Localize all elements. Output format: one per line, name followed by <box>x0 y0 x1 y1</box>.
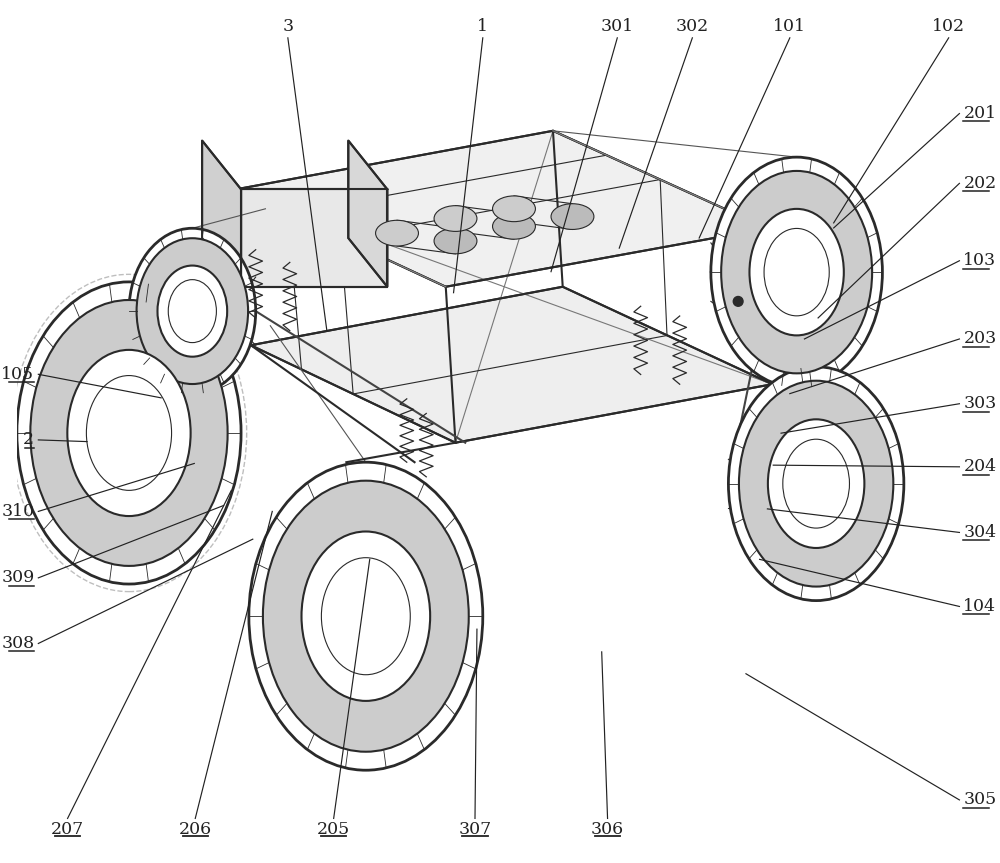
Ellipse shape <box>157 266 227 356</box>
Text: 104: 104 <box>963 598 996 615</box>
Text: 310: 310 <box>1 503 34 520</box>
Text: 301: 301 <box>601 18 634 35</box>
Text: 2: 2 <box>23 432 34 449</box>
Ellipse shape <box>551 204 594 230</box>
Ellipse shape <box>263 481 469 752</box>
Ellipse shape <box>434 228 477 254</box>
Ellipse shape <box>739 381 893 587</box>
Text: 103: 103 <box>963 252 996 269</box>
Text: 303: 303 <box>963 395 997 413</box>
Polygon shape <box>251 287 772 443</box>
Text: 204: 204 <box>963 458 996 476</box>
Ellipse shape <box>301 532 430 701</box>
Ellipse shape <box>321 557 410 675</box>
Text: 302: 302 <box>676 18 709 35</box>
Text: 207: 207 <box>51 822 84 838</box>
Text: 206: 206 <box>179 822 212 838</box>
Ellipse shape <box>493 213 535 239</box>
Ellipse shape <box>434 205 477 231</box>
Text: 309: 309 <box>1 570 34 586</box>
Ellipse shape <box>30 300 228 566</box>
Ellipse shape <box>728 367 904 601</box>
Text: 306: 306 <box>591 822 624 838</box>
Text: 305: 305 <box>963 791 997 809</box>
Polygon shape <box>236 131 767 287</box>
Polygon shape <box>348 141 387 287</box>
Text: 304: 304 <box>963 524 996 541</box>
Text: 201: 201 <box>963 105 996 122</box>
Ellipse shape <box>749 209 844 336</box>
Text: 1: 1 <box>477 18 488 35</box>
Ellipse shape <box>376 220 418 246</box>
Ellipse shape <box>249 463 483 770</box>
Circle shape <box>733 297 743 306</box>
Ellipse shape <box>764 229 829 316</box>
Text: 105: 105 <box>1 366 34 383</box>
Ellipse shape <box>17 282 241 584</box>
Ellipse shape <box>137 238 248 384</box>
Text: 102: 102 <box>932 18 965 35</box>
Ellipse shape <box>67 350 191 516</box>
Ellipse shape <box>721 171 872 374</box>
Polygon shape <box>241 189 387 287</box>
Text: 203: 203 <box>963 331 997 348</box>
Text: 202: 202 <box>963 175 997 192</box>
Text: 205: 205 <box>317 822 350 838</box>
Ellipse shape <box>86 375 172 490</box>
Text: 101: 101 <box>773 18 806 35</box>
Ellipse shape <box>711 157 882 387</box>
Ellipse shape <box>129 229 256 394</box>
Ellipse shape <box>168 280 216 343</box>
Text: 3: 3 <box>282 18 293 35</box>
Text: 308: 308 <box>1 635 34 652</box>
Text: 307: 307 <box>458 822 492 838</box>
Ellipse shape <box>768 419 864 548</box>
Ellipse shape <box>783 439 849 528</box>
Polygon shape <box>202 141 241 287</box>
Ellipse shape <box>493 196 535 222</box>
